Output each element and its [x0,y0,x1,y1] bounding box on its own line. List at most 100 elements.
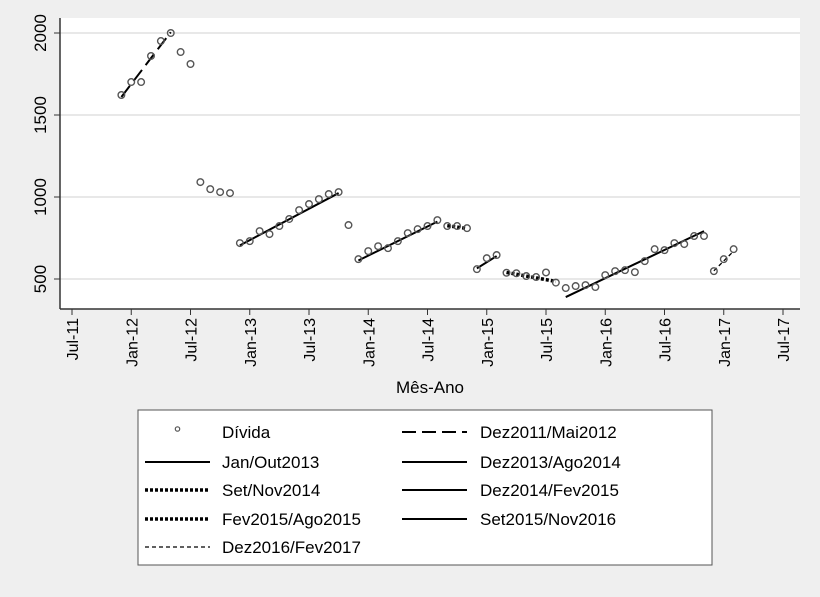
data-point [492,251,501,260]
legend-label: Set/Nov2014 [222,481,320,500]
data-point [285,214,294,223]
data-point [255,227,264,236]
data-point [591,283,600,292]
data-point [472,265,481,274]
x-ticks: Jul-11 Jan-12 Jul-12 Jan-13 Jul-13 Jan-14 Jul-… [65,309,793,367]
data-point [245,237,254,246]
data-point [621,266,630,275]
data-point [235,239,244,248]
legend: Dívida Jan/Out2013 Set/Nov2014 Fev2015/Ago2… [137,409,713,566]
data-point [581,281,590,290]
y-tick-label: 500 [31,265,50,293]
data-point [117,90,126,99]
data-point [146,51,155,60]
x-tick-label: Jul-17 [776,318,793,362]
data-point [127,78,136,87]
data-point [166,29,175,38]
data-point [156,37,165,46]
data-point [630,268,639,277]
data-point [670,239,679,248]
data-point [314,195,323,204]
legend-label: Dez2011/Mai2012 [480,423,617,442]
x-tick-label: Jul-11 [65,318,82,360]
data-point [423,222,432,231]
data-point [305,200,314,209]
x-tick-label: Jan-15 [480,318,497,367]
data-point [225,189,234,198]
legend-key-marker [174,426,181,432]
data-point [196,178,205,187]
data-point [413,225,422,234]
data-point [364,247,373,256]
legend-label: Dez2014/Fev2015 [480,481,619,500]
legend-label: Set2015/Nov2016 [480,510,616,529]
x-tick-label: Jul-14 [421,318,438,362]
x-tick-label: Jul-13 [302,318,319,362]
data-point [482,254,491,263]
data-point [403,229,412,238]
data-point [393,237,402,246]
data-point [453,222,462,231]
data-point [344,221,353,230]
data-point [295,206,304,215]
data-point [542,268,551,277]
data-point [680,240,689,249]
data-point [463,224,472,233]
legend-label: Jan/Out2013 [222,453,319,472]
data-point [443,222,452,231]
fit-line [476,255,498,270]
y-tick-label: 2000 [31,14,50,52]
x-tick-label: Jan-16 [598,318,615,367]
fit-line [713,250,735,272]
data-point [719,255,728,264]
y-tick-label: 1000 [31,178,50,216]
data-point [374,242,383,251]
data-point [561,284,570,293]
y-tick-label: 1500 [31,96,50,134]
data-point [532,273,541,282]
data-point [354,255,363,264]
legend-label: Dívida [222,423,271,442]
data-point [275,222,284,231]
data-point [216,188,225,197]
x-tick-label: Jan-14 [361,318,378,367]
data-point [660,246,669,255]
data-point [611,267,620,276]
fit-line [506,270,557,284]
x-tick-label: Jul-12 [184,318,201,362]
data-point [522,272,531,281]
x-tick-label: Jul-16 [658,318,675,362]
x-axis-title: Mês-Ano [396,378,464,397]
legend-label: Dez2013/Ago2014 [480,453,621,472]
plot-area [60,18,800,309]
data-point [571,282,580,291]
data-point [601,271,610,280]
fit-line [120,31,172,98]
data-point [512,269,521,278]
data-point [324,190,333,199]
data-point [650,245,659,254]
data-point [640,257,649,266]
y-ticks: 500 1000 1500 2000 [31,14,60,293]
data-point [206,185,215,194]
data-point [186,59,195,68]
data-point [265,230,274,239]
x-tick-label: Jan-12 [124,318,141,367]
legend-label: Dez2016/Fev2017 [222,538,361,557]
data-point [551,278,560,287]
gridlines [60,32,800,280]
data-point [700,232,709,241]
data-point [690,232,699,241]
data-point [709,267,718,276]
legend-label: Fev2015/Ago2015 [222,510,361,529]
x-tick-label: Jan-17 [717,318,734,367]
data-point [384,244,393,253]
data-point [176,48,185,57]
data-point [729,245,738,254]
x-tick-label: Jul-15 [539,318,556,362]
data-point [137,78,146,87]
x-tick-label: Jan-13 [243,318,260,367]
fit-line [239,192,340,247]
data-point [502,268,511,277]
